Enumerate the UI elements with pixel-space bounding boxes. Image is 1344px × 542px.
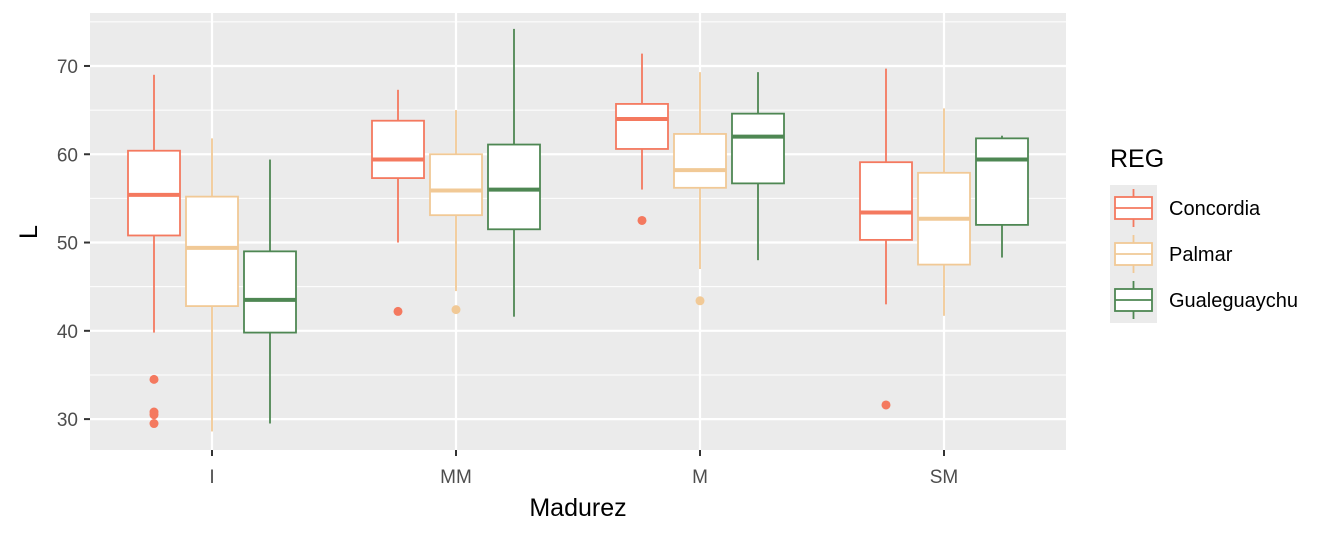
y-tick-label: 30 (57, 410, 78, 431)
x-tick-label: SM (930, 467, 959, 488)
box-iqr (243, 250, 297, 334)
x-axis-title: Madurez (529, 494, 626, 522)
y-tick-label: 60 (57, 145, 78, 166)
y-tick-label: 70 (57, 57, 78, 78)
box-iqr (975, 137, 1029, 226)
box-palmar-sm (917, 108, 971, 316)
outlier-point (149, 410, 159, 420)
y-tick-label: 50 (57, 234, 78, 255)
box-concordia-m (615, 53, 669, 225)
x-tick-label: MM (440, 467, 472, 488)
x-tick-label: I (209, 467, 214, 488)
outlier-point (393, 306, 403, 316)
box-gualeguaychu-i (243, 159, 297, 424)
legend-label: Gualeguaychu (1169, 290, 1298, 312)
y-tick-label: 40 (57, 322, 78, 343)
box-gualeguaychu-sm (975, 135, 1029, 258)
outlier-point (451, 305, 461, 315)
box-iqr (673, 133, 727, 189)
box-iqr (859, 161, 913, 241)
box-iqr (731, 112, 785, 185)
box-gualeguaychu-m (731, 72, 785, 261)
box-iqr (487, 143, 541, 231)
box-layer (127, 28, 1029, 432)
legend-item-concordia: Concordia (1110, 185, 1261, 231)
legend-label: Palmar (1169, 244, 1233, 266)
box-palmar-mm (429, 110, 483, 315)
box-iqr (429, 153, 483, 217)
legend: REG Concordia Palmar Gualeguaychu (1110, 145, 1298, 323)
box-concordia-sm (859, 68, 913, 410)
legend-item-gualeguaychu: Gualeguaychu (1110, 277, 1298, 323)
outlier-point (695, 296, 705, 306)
box-iqr (371, 119, 425, 179)
y-axis-title: L (15, 225, 43, 239)
box-palmar-i (185, 138, 239, 432)
box-concordia-mm (371, 89, 425, 316)
box-palmar-m (673, 72, 727, 306)
outlier-point (881, 400, 891, 410)
x-tick-label: M (692, 467, 708, 488)
box-iqr (185, 195, 239, 307)
outlier-point (637, 215, 647, 225)
outlier-point (149, 374, 159, 384)
legend-title: REG (1110, 145, 1164, 173)
y-axis: 30 40 50 60 70 (57, 57, 90, 431)
legend-label: Concordia (1169, 198, 1261, 220)
x-axis: I MM M SM (209, 450, 958, 488)
outlier-point (149, 419, 159, 429)
legend-item-palmar: Palmar (1110, 231, 1233, 277)
box-concordia-i (127, 74, 181, 429)
box-iqr (615, 103, 669, 150)
box-gualeguaychu-mm (487, 28, 541, 317)
